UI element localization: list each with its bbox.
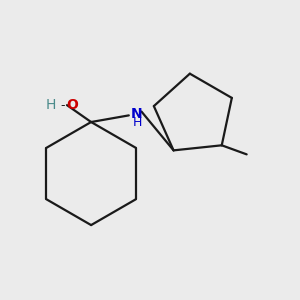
Text: O: O	[66, 98, 78, 112]
Text: H: H	[132, 116, 142, 129]
Text: -: -	[60, 99, 65, 112]
Text: H: H	[46, 98, 56, 112]
Text: N: N	[130, 107, 142, 121]
